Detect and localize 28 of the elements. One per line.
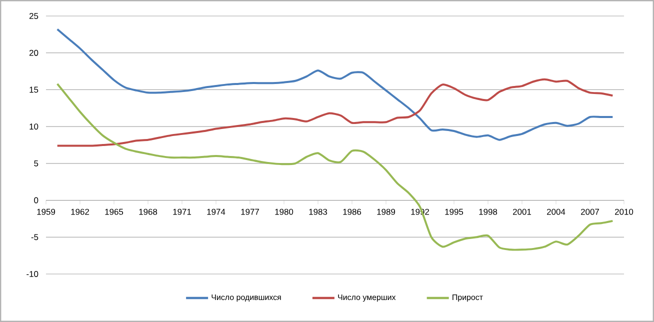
x-tick-label: 1989 — [377, 208, 396, 215]
x-tick-label: 2001 — [513, 208, 531, 215]
x-tick-label: 1959 — [37, 208, 56, 215]
y-tick-label: -10 — [26, 271, 38, 277]
line-series — [56, 82, 614, 251]
x-tick-label: 2004 — [547, 208, 566, 215]
x-tick-label: 1998 — [479, 208, 498, 215]
x-tick-label: 2010 — [615, 208, 634, 215]
x-tick-label: 1986 — [343, 208, 362, 215]
x-tick-label: 1962 — [71, 208, 89, 215]
y-tick-label: 20 — [29, 50, 38, 56]
y-tick-label: 10 — [30, 124, 38, 130]
y-tick-label: 5 — [34, 160, 38, 166]
x-tick-label: 1983 — [309, 208, 328, 215]
x-tick-label: 1974 — [207, 208, 226, 215]
x-tick-label: 1977 — [241, 208, 259, 215]
x-tick-label: 1980 — [275, 208, 294, 215]
x-tick-label: 2007 — [581, 208, 599, 215]
y-tick-label: 25 — [29, 13, 38, 19]
line-series — [56, 78, 614, 147]
x-tick-label: 1995 — [445, 208, 464, 215]
x-tick-label: 1965 — [105, 208, 124, 215]
x-tick-label: 1971 — [173, 208, 191, 215]
x-tick-label: 1968 — [139, 208, 158, 215]
y-tick-label: 15 — [30, 86, 38, 93]
y-tick-label: 0 — [34, 197, 38, 204]
line-series — [56, 28, 614, 141]
y-tick-label: -5 — [31, 234, 38, 240]
